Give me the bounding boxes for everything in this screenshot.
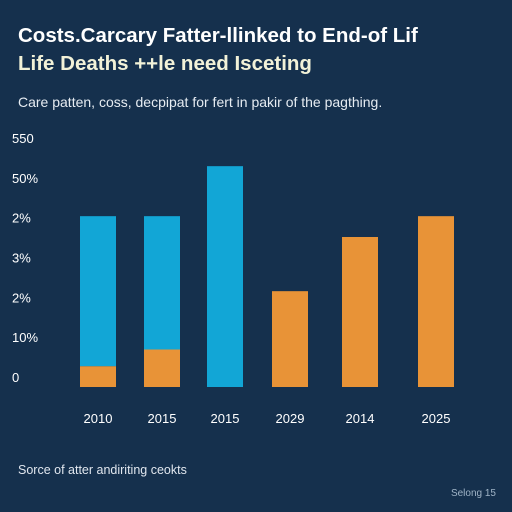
x-tick-label: 2015 — [211, 411, 240, 426]
bar-segment — [272, 291, 308, 387]
bar-segment — [144, 349, 180, 387]
x-tick-label: 2025 — [422, 411, 451, 426]
y-tick-label: 550 — [12, 131, 34, 146]
chart-subtitle: Care patten, coss, decpipat for fert in … — [18, 94, 383, 110]
bar-segment — [207, 166, 243, 387]
x-tick-label: 2015 — [148, 411, 177, 426]
chart-title: Costs.Carcary Fatter-llinked to End-of L… — [18, 22, 498, 78]
y-tick-label: 2% — [12, 290, 31, 305]
y-tick-label: 2% — [12, 211, 31, 226]
y-tick-label: 3% — [12, 251, 31, 266]
bar-segment — [80, 216, 116, 367]
bar-segment — [418, 216, 454, 387]
bar-segment — [342, 237, 378, 387]
x-tick-label: 2010 — [84, 411, 113, 426]
x-tick-label: 2014 — [346, 411, 375, 426]
chart-title-line-1: Costs.Carcary Fatter-llinked to End-of L… — [18, 24, 418, 47]
y-tick-label: 50% — [12, 171, 38, 186]
x-tick-label: 2029 — [276, 411, 305, 426]
bar-segment — [144, 216, 180, 350]
signature-text: Selong 15 — [450, 488, 496, 499]
chart-title-line-2: Life Deaths ++le need Isceting — [18, 52, 312, 75]
y-tick-label: 10% — [12, 330, 38, 345]
source-note: Sorce of atter andiriting ceokts — [18, 463, 187, 477]
bar-segment — [80, 366, 116, 387]
y-tick-label: 0 — [12, 370, 19, 385]
